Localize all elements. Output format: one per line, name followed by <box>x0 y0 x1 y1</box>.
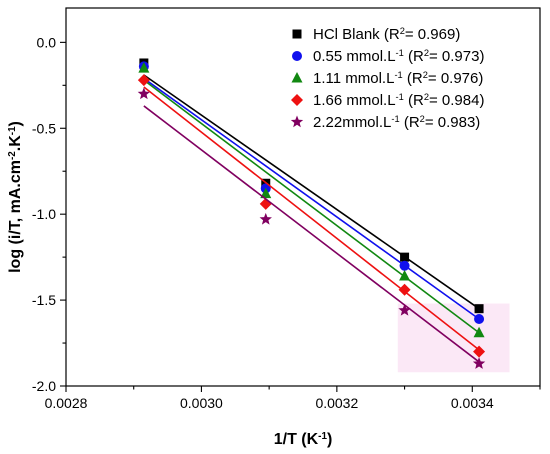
y-tick-label: -0.5 <box>32 120 56 136</box>
y-tick-label: -2.0 <box>32 378 56 394</box>
y-tick-label: 0.0 <box>37 34 57 50</box>
legend-label: 1.11 mmol.L-1 (R2= 0.976) <box>313 70 483 87</box>
y-tick-label: -1.0 <box>32 206 56 222</box>
data-point <box>398 303 411 316</box>
fit-line <box>143 74 480 310</box>
legend-marker <box>291 72 303 83</box>
data-point <box>399 270 411 281</box>
data-point <box>260 187 272 199</box>
legend-label: 2.22mmol.L-1 (R2= 0.983) <box>313 114 480 131</box>
data-point <box>138 62 150 73</box>
axes: 0.0028 0.0030 0.0032 0.0034 -2.0 -1.5 -1.0 -0.5… <box>32 7 541 411</box>
data-point <box>472 357 486 369</box>
data-point <box>259 212 272 225</box>
y-tick-label: -1.5 <box>32 292 56 308</box>
legend-item-3: 1.11 mmol.L-1 (R2= 0.976) <box>291 70 483 87</box>
legend-label: HCl Blank (R2= 0.969) <box>313 26 460 43</box>
legend-item-4: 1.66 mmol.L-1 (R2= 0.984) <box>291 92 484 109</box>
legend-marker <box>291 94 303 106</box>
legend-marker <box>290 115 304 128</box>
x-tick-label: 0.0028 <box>45 395 88 411</box>
x-axis-title: 1/T (K-1) <box>274 431 333 449</box>
data-point <box>398 283 411 296</box>
x-tick-label: 0.0032 <box>315 395 358 411</box>
legend: HCl Blank (R2= 0.969) 0.55 mmol.L-1 (R2= … <box>290 26 484 131</box>
data-point <box>474 313 485 324</box>
plot-frame <box>65 7 541 387</box>
series-2 <box>138 61 485 324</box>
data-point <box>474 304 484 314</box>
legend-label: 0.55 mmol.L-1 (R2= 0.973) <box>313 48 484 65</box>
fit-line <box>143 77 480 320</box>
x-tick-label: 0.0030 <box>180 395 223 411</box>
data-point <box>137 74 150 87</box>
plot-area <box>137 58 510 373</box>
legend-label: 1.66 mmol.L-1 (R2= 0.984) <box>313 92 484 109</box>
data-point <box>137 87 151 100</box>
legend-marker <box>292 29 302 39</box>
legend-item-5: 2.22mmol.L-1 (R2= 0.983) <box>290 114 480 131</box>
series-3 <box>138 62 485 338</box>
data-point <box>473 326 485 338</box>
x-tick-label: 0.0034 <box>451 395 494 411</box>
fit-line <box>143 79 480 334</box>
data-point <box>400 252 410 262</box>
data-point <box>473 345 486 358</box>
legend-marker <box>292 51 302 61</box>
series-5 <box>137 87 486 369</box>
legend-item-1: HCl Blank (R2= 0.969) <box>292 26 460 43</box>
fit-line <box>143 105 480 363</box>
fit-line <box>143 86 480 351</box>
data-point <box>399 260 410 271</box>
y-axis-title: log (i/T, mA.cm-2.K-1) <box>7 121 25 273</box>
legend-item-2: 0.55 mmol.L-1 (R2= 0.973) <box>292 48 484 65</box>
